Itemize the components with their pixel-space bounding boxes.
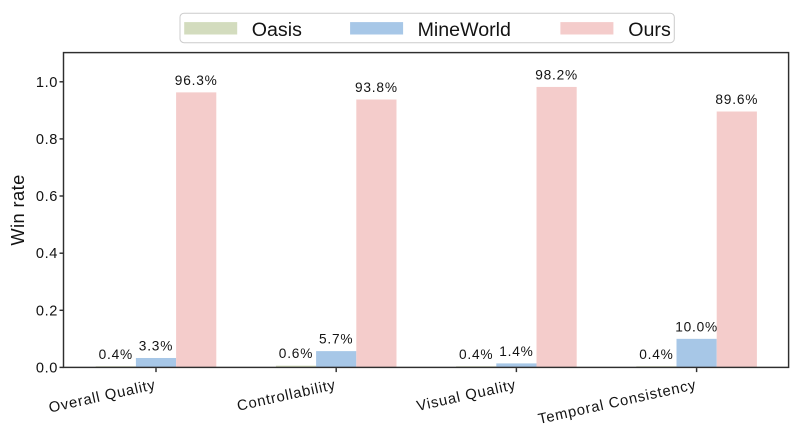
svg-text:Win rate: Win rate — [7, 174, 28, 245]
svg-text:5.7%: 5.7% — [319, 332, 353, 347]
svg-text:3.3%: 3.3% — [139, 339, 173, 354]
svg-text:0.4%: 0.4% — [99, 347, 133, 362]
svg-text:Ours: Ours — [628, 19, 671, 41]
svg-text:0.6%: 0.6% — [279, 346, 313, 361]
svg-text:MineWorld: MineWorld — [418, 19, 511, 41]
svg-text:89.6%: 89.6% — [715, 92, 758, 107]
svg-text:93.8%: 93.8% — [355, 80, 398, 95]
svg-text:0.4: 0.4 — [36, 246, 58, 262]
svg-text:1.0: 1.0 — [36, 75, 58, 91]
svg-text:0.2: 0.2 — [36, 303, 58, 319]
svg-text:0.4%: 0.4% — [459, 347, 493, 362]
svg-text:0.4%: 0.4% — [639, 347, 673, 362]
svg-text:1.4%: 1.4% — [499, 344, 533, 359]
svg-text:0.0: 0.0 — [36, 360, 58, 376]
svg-text:10.0%: 10.0% — [675, 319, 718, 334]
svg-text:0.6: 0.6 — [36, 189, 58, 205]
svg-text:96.3%: 96.3% — [175, 73, 218, 88]
svg-text:98.2%: 98.2% — [535, 67, 578, 82]
svg-text:0.8: 0.8 — [36, 132, 58, 148]
svg-text:Oasis: Oasis — [252, 19, 302, 41]
